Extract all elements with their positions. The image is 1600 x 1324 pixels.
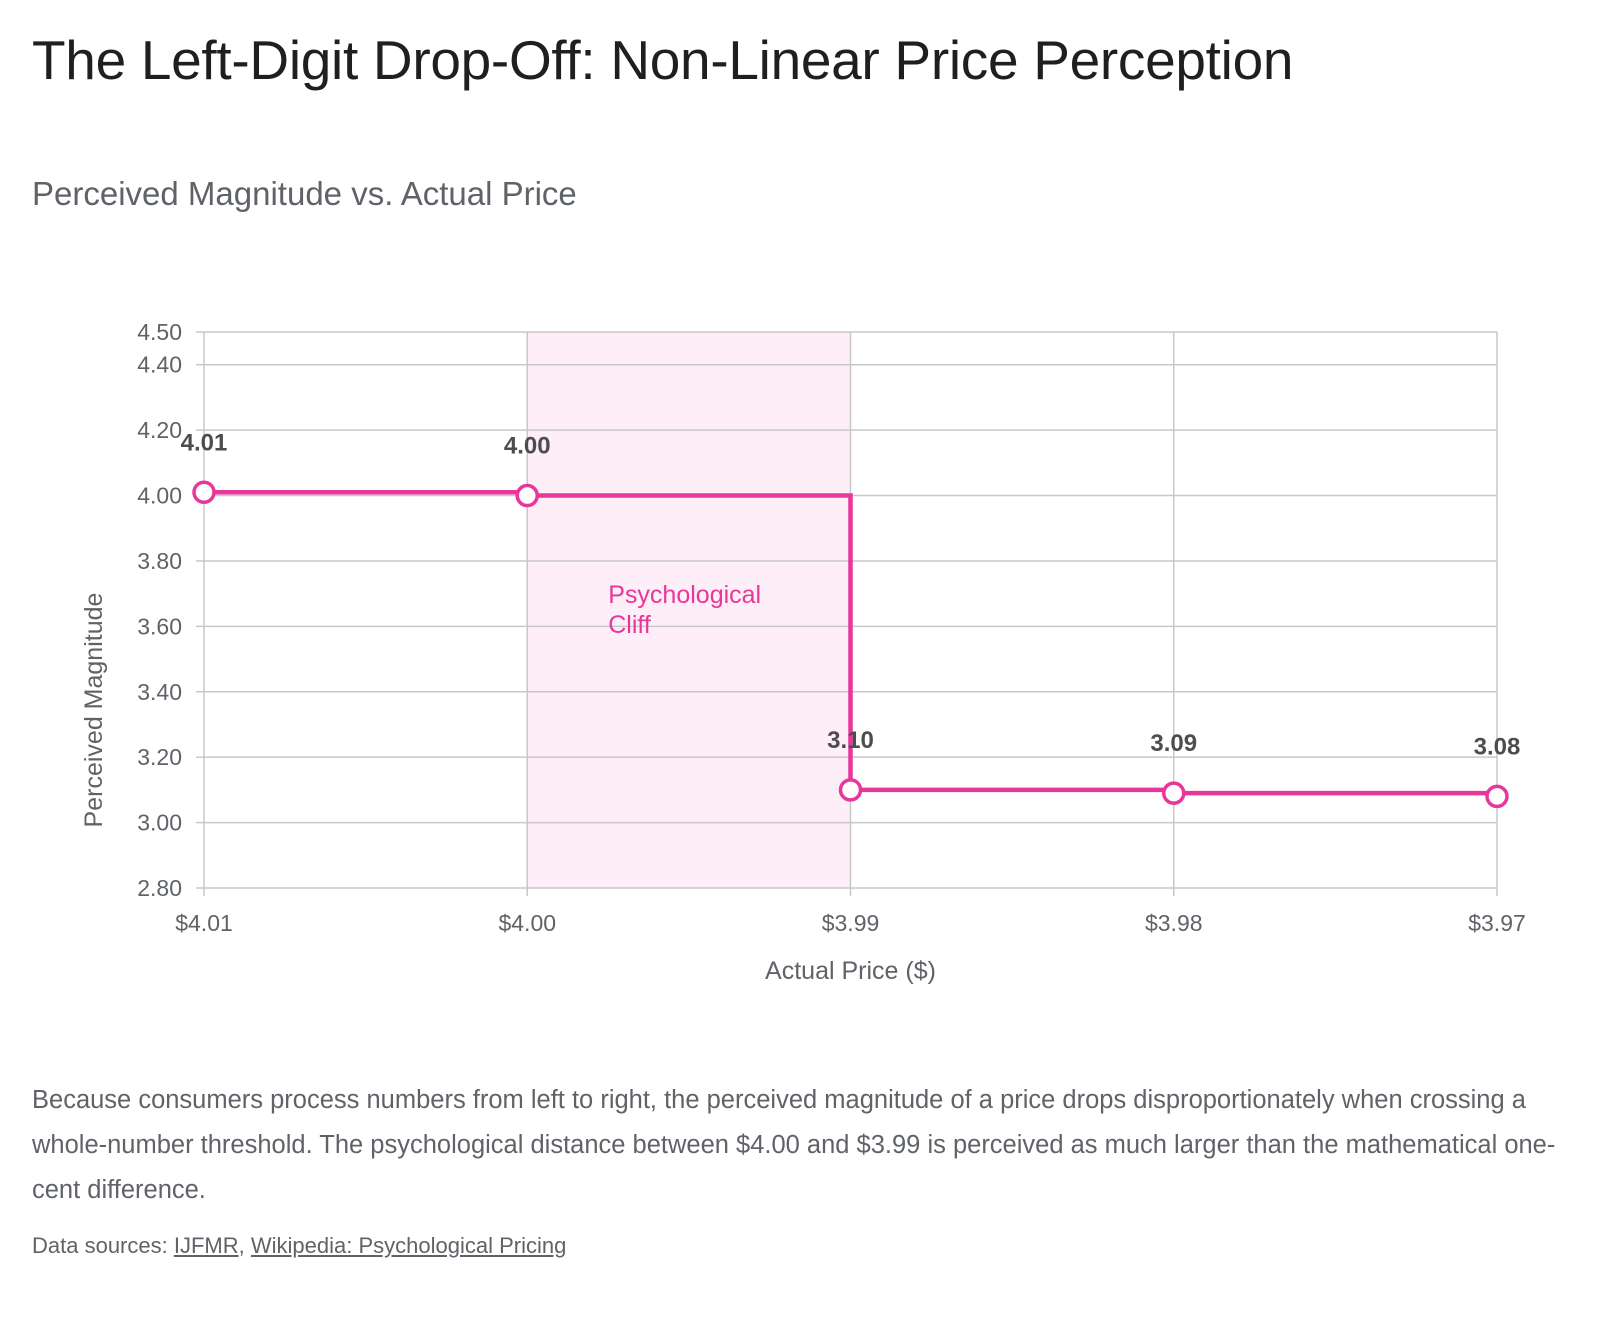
y-tick-label: 3.60: [137, 613, 182, 639]
x-tick-label: $3.99: [822, 910, 880, 936]
x-tick-label: $4.00: [498, 910, 556, 936]
x-axis-label: Actual Price ($): [765, 957, 936, 985]
data-label: 3.08: [1474, 733, 1521, 760]
data-label: 3.09: [1150, 730, 1197, 757]
y-axis-label: Perceived Magnitude: [80, 593, 108, 828]
y-tick-label: 2.80: [137, 875, 182, 901]
source-link-ijfmr[interactable]: IJFMR: [173, 1233, 239, 1258]
data-point: [838, 778, 863, 802]
data-point: [515, 483, 539, 508]
y-tick-label: 3.20: [137, 744, 182, 770]
x-tick-label: $3.97: [1468, 910, 1526, 936]
y-tick-label: 4.40: [137, 352, 182, 378]
sources-separator: ,: [238, 1233, 251, 1258]
y-tick-label: 3.40: [137, 679, 182, 705]
y-tick-label: 4.50: [137, 319, 182, 345]
page-title: The Left-Digit Drop-Off: Non-Linear Pric…: [32, 29, 1294, 91]
data-label: 4.01: [181, 429, 228, 456]
x-tick-label: $4.01: [175, 910, 233, 936]
y-tick-label: 4.00: [137, 483, 182, 509]
data-label: 4.00: [504, 433, 551, 460]
data-point: [1162, 781, 1186, 805]
x-tick-label: $3.98: [1145, 910, 1203, 936]
chart-subtitle: Perceived Magnitude vs. Actual Price: [32, 175, 577, 212]
cliff-annotation: Psychological: [608, 581, 761, 609]
data-sources: Data sources: IJFMR, Wikipedia: Psycholo…: [32, 1233, 566, 1259]
chart-description: Because consumers process numbers from l…: [32, 1086, 1556, 1204]
data-point: [1485, 784, 1509, 809]
y-tick-label: 4.20: [137, 417, 182, 443]
price-perception-chart: 2.80 3.00 3.20 3.40 3.60 3.80 4.00 4.20 4.40 4.50…: [80, 319, 1526, 985]
cliff-annotation: Cliff: [608, 611, 651, 639]
data-label: 3.10: [827, 727, 874, 754]
y-tick-label: 3.80: [137, 548, 182, 574]
highlight-region: [527, 332, 851, 888]
source-link-wikipedia[interactable]: Wikipedia: Psychological Pricing: [250, 1233, 567, 1258]
y-tick-label: 3.00: [137, 810, 182, 836]
sources-prefix: Data sources:: [32, 1233, 174, 1258]
data-point: [192, 480, 216, 505]
